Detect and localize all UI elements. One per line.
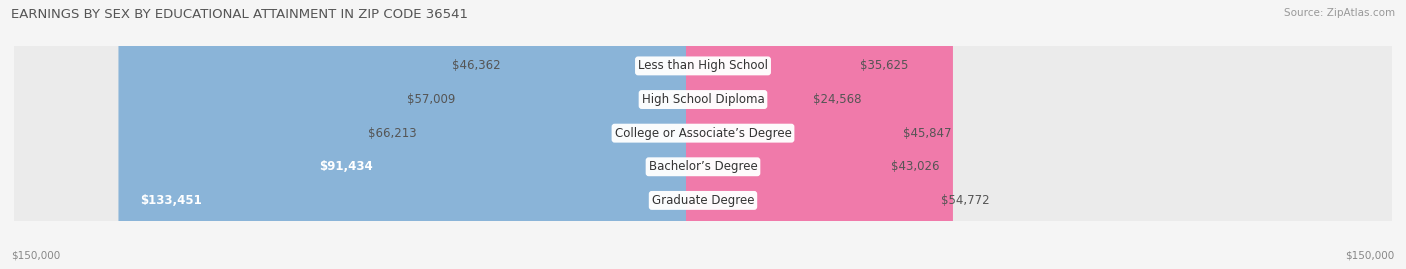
FancyBboxPatch shape — [686, 0, 903, 269]
FancyBboxPatch shape — [686, 0, 915, 269]
Text: $24,568: $24,568 — [813, 93, 860, 106]
Text: $43,026: $43,026 — [891, 160, 939, 173]
Text: $66,213: $66,213 — [368, 127, 416, 140]
Text: College or Associate’s Degree: College or Associate’s Degree — [614, 127, 792, 140]
Text: Less than High School: Less than High School — [638, 59, 768, 72]
FancyBboxPatch shape — [405, 0, 720, 269]
Text: $45,847: $45,847 — [903, 127, 952, 140]
Text: $150,000: $150,000 — [1346, 251, 1395, 261]
Text: Source: ZipAtlas.com: Source: ZipAtlas.com — [1284, 8, 1395, 18]
FancyBboxPatch shape — [443, 0, 720, 269]
FancyBboxPatch shape — [686, 0, 824, 269]
Text: $57,009: $57,009 — [408, 93, 456, 106]
Text: $54,772: $54,772 — [941, 194, 990, 207]
Text: EARNINGS BY SEX BY EDUCATIONAL ATTAINMENT IN ZIP CODE 36541: EARNINGS BY SEX BY EDUCATIONAL ATTAINMEN… — [11, 8, 468, 21]
Text: High School Diploma: High School Diploma — [641, 93, 765, 106]
Text: $35,625: $35,625 — [859, 59, 908, 72]
FancyBboxPatch shape — [686, 0, 953, 269]
Text: $150,000: $150,000 — [11, 251, 60, 261]
Text: $91,434: $91,434 — [319, 160, 373, 173]
Text: $133,451: $133,451 — [141, 194, 202, 207]
Text: $46,362: $46,362 — [453, 59, 501, 72]
FancyBboxPatch shape — [489, 0, 720, 269]
FancyBboxPatch shape — [686, 0, 872, 269]
Text: Bachelor’s Degree: Bachelor’s Degree — [648, 160, 758, 173]
FancyBboxPatch shape — [118, 0, 720, 269]
Text: Graduate Degree: Graduate Degree — [652, 194, 754, 207]
FancyBboxPatch shape — [297, 0, 720, 269]
